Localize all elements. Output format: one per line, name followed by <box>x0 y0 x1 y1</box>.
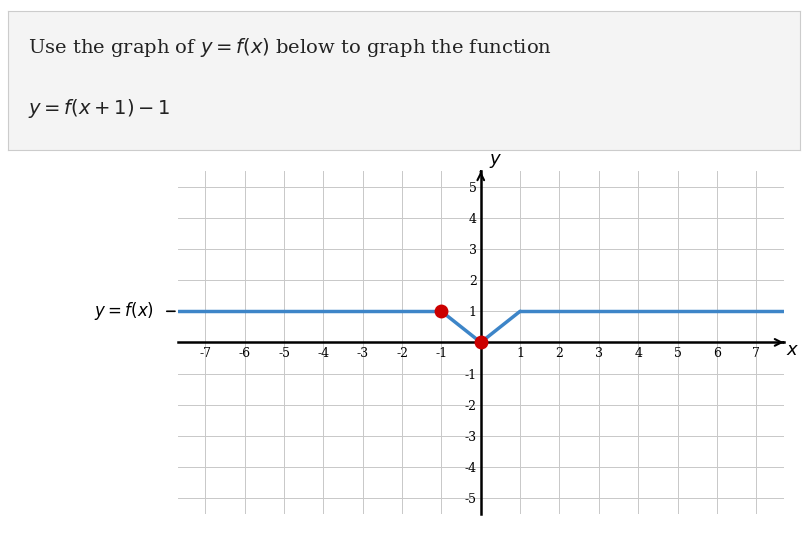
Text: Use the graph of $y = f(x)$ below to graph the function: Use the graph of $y = f(x)$ below to gra… <box>27 36 552 59</box>
Text: $y = f(x)$: $y = f(x)$ <box>95 300 154 322</box>
Text: $y$: $y$ <box>489 151 502 170</box>
Text: $y = f(x+1) - 1$: $y = f(x+1) - 1$ <box>27 97 170 120</box>
Point <box>435 307 448 316</box>
Text: $x$: $x$ <box>785 341 799 359</box>
Point <box>474 338 487 347</box>
